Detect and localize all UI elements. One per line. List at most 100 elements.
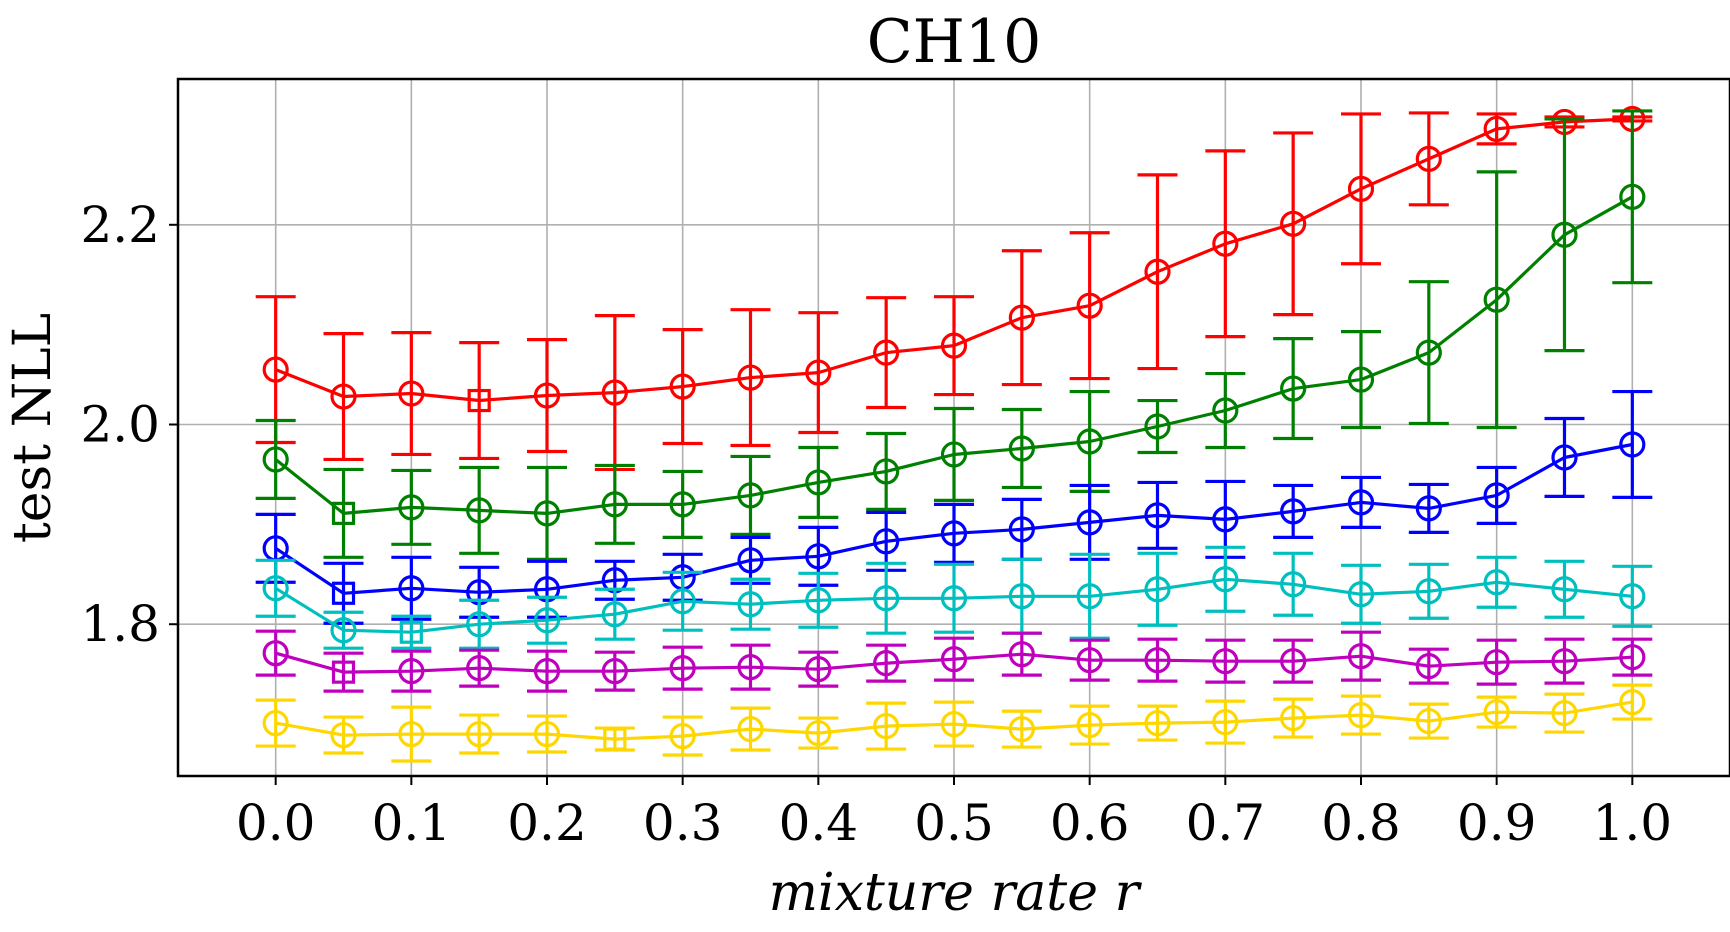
data-point (737, 364, 764, 391)
data-point (1551, 576, 1578, 603)
data-point (398, 380, 425, 407)
data-point (330, 617, 357, 644)
data-point (1008, 583, 1035, 610)
data-point (1415, 495, 1442, 522)
x-tick-label: 0.4 (779, 794, 859, 852)
data-point (1619, 431, 1646, 458)
data-point (805, 656, 832, 683)
data-point (1347, 581, 1375, 608)
data-point (1551, 444, 1578, 471)
data-point (1415, 339, 1442, 366)
data-point (1551, 221, 1578, 248)
data-point (1144, 709, 1171, 737)
data-point (466, 497, 493, 524)
data-point (1008, 304, 1035, 331)
x-tick-label: 0.0 (236, 794, 316, 852)
data-point (262, 640, 289, 667)
data-point (330, 721, 357, 749)
x-tick-label: 0.9 (1457, 794, 1537, 852)
x-tick-label: 0.1 (372, 794, 452, 852)
data-point (940, 585, 968, 612)
data-point (669, 491, 696, 518)
data-point (533, 500, 561, 527)
data-point-square (331, 581, 356, 605)
data-point (940, 646, 968, 673)
data-point (1280, 210, 1307, 237)
data-point (1415, 707, 1442, 735)
data-point (1212, 648, 1239, 675)
data-point (1619, 583, 1646, 610)
data-point (1551, 648, 1578, 675)
data-point (1144, 258, 1171, 285)
data-point (1144, 576, 1171, 603)
data-point (1483, 286, 1510, 313)
data-point (1347, 366, 1375, 393)
data-point (533, 658, 561, 685)
data-point (1347, 643, 1375, 670)
data-point (533, 720, 561, 748)
data-point (1076, 583, 1103, 610)
series-red (255, 105, 1653, 472)
data-point-square (467, 388, 491, 413)
data-point (1212, 397, 1239, 424)
data-point (1280, 498, 1307, 525)
data-point (1619, 689, 1646, 716)
series-magenta (255, 629, 1653, 693)
data-point (1280, 375, 1307, 402)
data-point (398, 658, 425, 685)
data-point (601, 601, 628, 628)
data-point (940, 441, 968, 468)
data-point (940, 332, 968, 359)
data-point (1483, 569, 1510, 596)
data-point-square (399, 620, 423, 644)
data-point (1144, 413, 1171, 440)
data-point (1144, 647, 1171, 674)
data-point (1076, 509, 1103, 536)
data-point (669, 588, 696, 615)
data-point (262, 356, 289, 383)
data-point (466, 720, 493, 748)
data-point (1212, 506, 1239, 533)
data-point (533, 607, 561, 634)
data-point-square (331, 501, 356, 525)
x-tick-label: 0.3 (643, 794, 723, 852)
data-point (466, 611, 493, 638)
series-layer (255, 105, 1653, 763)
data-point (1144, 502, 1171, 529)
x-tick-label: 0.7 (1186, 794, 1266, 852)
data-point (873, 339, 900, 366)
data-point (873, 650, 900, 677)
data-point (1008, 516, 1035, 543)
data-point (262, 446, 289, 473)
data-point (1347, 489, 1375, 516)
data-point (1483, 482, 1510, 509)
data-point (330, 383, 357, 410)
data-point (262, 575, 289, 602)
data-point (398, 494, 425, 521)
data-point (873, 585, 900, 612)
data-point-square (603, 727, 627, 751)
data-point (601, 379, 628, 406)
x-tick-label: 0.6 (1050, 794, 1130, 852)
series-gold (255, 683, 1653, 763)
data-point (1347, 701, 1375, 729)
data-point (1076, 711, 1103, 739)
data-point (1483, 698, 1510, 726)
data-point (805, 543, 832, 570)
data-point (805, 587, 832, 614)
data-point (1347, 175, 1375, 202)
data-point (1415, 578, 1442, 605)
data-point (1415, 653, 1442, 680)
x-tick-label: 0.2 (507, 794, 587, 852)
y-tick-label: 2.2 (80, 196, 160, 254)
data-point (669, 722, 696, 750)
data-point (940, 520, 968, 547)
data-point (1415, 145, 1442, 172)
data-point (737, 591, 764, 618)
data-point (1008, 641, 1035, 668)
data-point (533, 382, 561, 409)
data-point-square (331, 660, 356, 684)
data-point (873, 458, 900, 485)
data-point (669, 655, 696, 682)
